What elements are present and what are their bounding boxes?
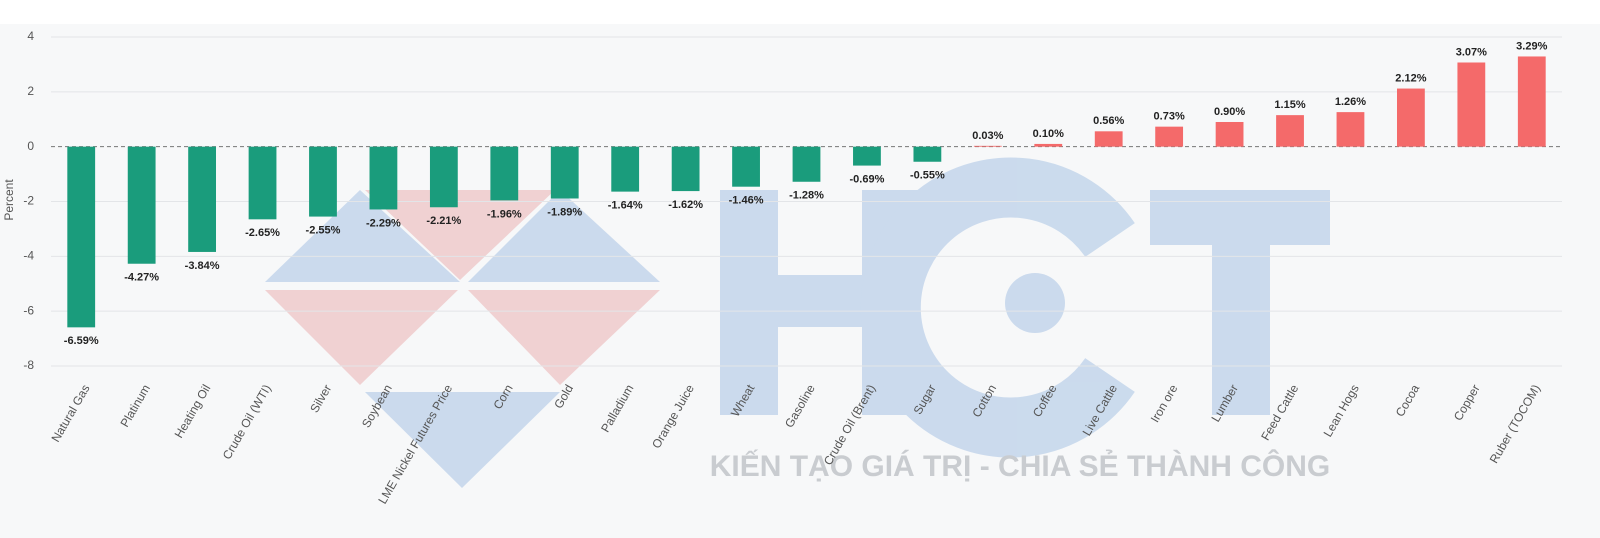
value-label: -1.64%	[608, 200, 643, 212]
bar	[1276, 115, 1304, 147]
value-label: -2.55%	[306, 224, 341, 236]
bar	[1336, 112, 1365, 147]
bar	[550, 146, 579, 199]
bar	[490, 146, 519, 201]
bar	[188, 146, 217, 252]
plot-background	[0, 24, 1600, 538]
bar	[248, 146, 277, 220]
value-label: 0.73%	[1154, 111, 1185, 123]
bar	[1094, 131, 1123, 147]
y-tick-label: -6	[23, 303, 34, 317]
value-label: -0.55%	[910, 170, 945, 182]
y-tick-label: -4	[23, 249, 34, 263]
bar	[792, 146, 821, 182]
value-label: -1.28%	[789, 190, 824, 202]
value-label: -0.69%	[850, 173, 885, 185]
value-label: 2.12%	[1395, 72, 1426, 84]
bar	[973, 145, 1002, 147]
bar	[671, 146, 700, 192]
y-axis-label: Percent	[2, 179, 16, 221]
value-label: -1.62%	[668, 199, 703, 211]
value-label: 0.56%	[1093, 115, 1124, 127]
bar	[1396, 88, 1425, 147]
value-label: 3.29%	[1516, 40, 1547, 52]
bar	[1457, 62, 1486, 147]
bar	[1215, 121, 1244, 147]
bar	[913, 146, 942, 162]
bar	[309, 146, 337, 217]
value-label: -1.46%	[729, 195, 764, 207]
value-label: 1.15%	[1274, 99, 1305, 111]
value-label: -2.65%	[245, 227, 280, 239]
y-tick-label: 0	[27, 139, 34, 153]
y-tick-label: 2	[27, 84, 34, 98]
bar	[611, 146, 640, 192]
value-label: -6.59%	[64, 335, 99, 347]
value-label: -3.84%	[185, 260, 220, 272]
bar	[732, 146, 760, 187]
value-label: -2.21%	[426, 215, 461, 227]
bar	[1517, 56, 1546, 147]
value-label: 0.03%	[972, 130, 1003, 142]
value-label: 0.10%	[1033, 128, 1064, 140]
value-label: -1.96%	[487, 208, 522, 220]
bar	[1034, 143, 1063, 147]
y-tick-label: -8	[23, 358, 34, 372]
value-label: -4.27%	[124, 272, 159, 284]
bar	[369, 146, 398, 210]
bar	[1155, 126, 1184, 147]
bar	[127, 146, 156, 264]
watermark-logo	[265, 157, 1330, 488]
bar	[429, 146, 458, 208]
watermark-text: KIẾN TẠO GIÁ TRỊ - CHIA SẺ THÀNH CÔNG	[710, 449, 1331, 483]
bar	[853, 146, 881, 166]
value-label: -1.89%	[547, 206, 582, 218]
bar	[67, 146, 96, 328]
value-label: 3.07%	[1456, 46, 1487, 58]
y-tick-label: -2	[23, 194, 34, 208]
y-tick-label: 4	[27, 29, 34, 43]
value-label: 1.26%	[1335, 96, 1366, 108]
value-label: 0.90%	[1214, 106, 1245, 118]
value-label: -2.29%	[366, 217, 401, 229]
